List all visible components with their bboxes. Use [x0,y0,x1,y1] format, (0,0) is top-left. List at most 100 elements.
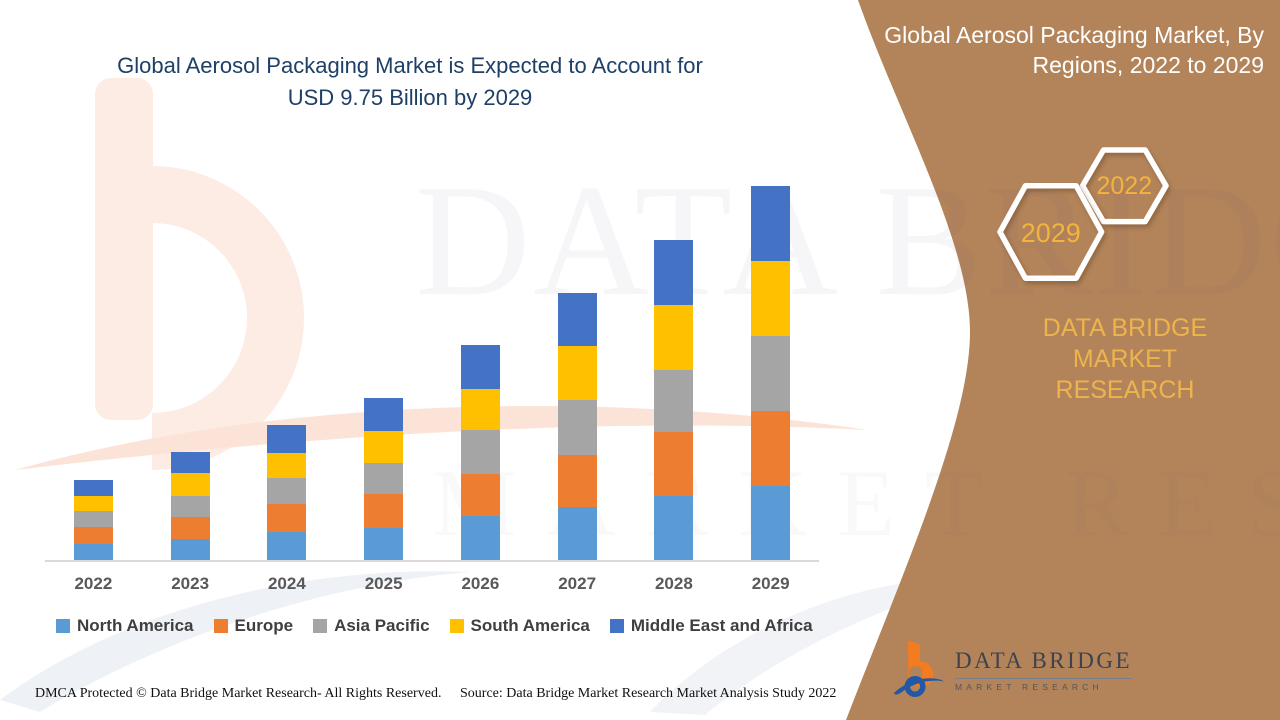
bar-segment-2023-europe [170,516,210,539]
bar-segment-2022-middle-east-and-africa [73,479,113,496]
bar-segment-2028-asia-pacific [654,369,694,433]
bar-column-2027 [529,176,626,560]
bar-segment-2022-asia-pacific [73,510,113,528]
stacked-bar-2029 [751,185,791,560]
legend-label: Europe [234,616,294,635]
stacked-bar-2028 [654,239,694,560]
brand-caption: DATA BRIDGE MARKET RESEARCH [1000,313,1250,406]
bar-segment-2023-north-america [170,538,210,560]
x-axis-label-2029: 2029 [751,574,790,593]
bar-column-2023 [142,176,239,560]
logo-wordmark: DATA BRIDGE MARKET RESEARCH [955,648,1133,692]
chart-legend: North America Europe Asia Pacific South Ame… [56,616,813,636]
stacked-bar-2024 [267,425,307,560]
data-bridge-logo: DATA BRIDGE MARKET RESEARCH [893,640,1133,702]
bar-segment-2027-europe [557,455,597,508]
legend-label: North America [77,616,194,635]
bar-segment-2028-europe [654,432,694,497]
logo-name: DATA BRIDGE [955,648,1133,673]
legend-item-north-america: North America [56,616,194,636]
bar-column-2026 [432,176,529,560]
source-note: Source: Data Bridge Market Research Mark… [460,686,837,701]
legend-swatch [56,619,70,633]
x-axis-label-2022: 2022 [74,574,113,593]
bar-segment-2025-north-america [364,528,404,560]
stacked-bar-2025 [364,398,404,560]
legend-swatch [213,619,228,633]
legend-label: Asia Pacific [334,616,430,635]
panel-title: Global Aerosol Packaging Market, By Regi… [884,22,1264,78]
x-axis-label-2027: 2027 [558,574,597,593]
logo-orange-b [907,641,934,687]
bar-column-2029 [722,176,819,560]
page-title: Global Aerosol Packaging Market is Expec… [55,50,765,114]
bar-segment-2023-asia-pacific [170,495,210,517]
legend-swatch [449,619,464,633]
stacked-bar-2026 [460,344,500,560]
bar-chart-plot-area [45,176,819,562]
bar-segment-2029-north-america [751,485,791,560]
hexagon-2022-label: 2022 [1096,172,1152,200]
legend-label: Middle East and Africa [630,616,813,635]
bar-segment-2024-middle-east-and-africa [267,425,307,453]
dmca-notice: DMCA Protected © Data Bridge Market Rese… [35,686,442,701]
legend-item-asia-pacific: Asia Pacific [313,616,430,636]
page-title-line2: USD 9.75 Billion by 2029 [287,85,533,110]
data-bridge-logo-icon [894,641,945,697]
bar-segment-2022-south-america [73,495,113,511]
bar-segment-2029-middle-east-and-africa [751,185,791,261]
x-axis-label-2024: 2024 [267,574,306,593]
bar-segment-2027-asia-pacific [557,399,597,456]
bar-segment-2027-north-america [557,507,597,560]
legend-swatch [609,619,624,633]
bar-segment-2028-north-america [654,496,694,560]
stacked-bar-2023 [170,452,210,560]
page-title-line1: Global Aerosol Packaging Market is Expec… [117,53,703,78]
bar-segment-2023-middle-east-and-africa [170,452,210,473]
x-axis-label-2028: 2028 [654,574,693,593]
logo-divider [955,678,1133,679]
bar-segment-2023-south-america [170,472,210,496]
stacked-bar-2022 [73,479,113,560]
legend-item-south-america: South America [449,616,590,636]
legend-swatch [313,619,328,633]
hexagon-2029-label: 2029 [1021,218,1081,248]
bar-segment-2026-north-america [460,515,500,560]
bar-segment-2029-europe [751,410,791,486]
bar-segment-2025-europe [364,493,404,529]
bar-segment-2025-asia-pacific [364,463,404,494]
x-axis-label-2025: 2025 [364,574,403,593]
bar-column-2024 [239,176,336,560]
bar-segment-2025-middle-east-and-africa [364,398,404,431]
bar-column-2025 [335,176,432,560]
bar-segment-2026-europe [460,473,500,516]
bar-segment-2024-south-america [267,452,307,478]
bar-segment-2022-europe [73,527,113,544]
bar-segment-2025-south-america [364,430,404,464]
brand-caption-line2: RESEARCH [1055,376,1195,404]
bar-segment-2026-asia-pacific [460,429,500,474]
legend-label: South America [470,616,590,635]
bar-segment-2027-south-america [557,345,597,400]
x-axis-label-2026: 2026 [461,574,500,593]
bar-segment-2022-north-america [73,543,113,560]
logo-tagline: MARKET RESEARCH [955,682,1103,692]
right-panel-shape [846,0,1280,720]
bar-segment-2024-north-america [267,532,307,560]
legend-item-europe: Europe [213,616,294,636]
bar-segment-2028-south-america [654,304,694,370]
bar-segment-2029-asia-pacific [751,335,791,411]
hexagon-2029 [997,183,1105,281]
brand-caption-line1: DATA BRIDGE MARKET [1042,314,1208,373]
bar-segment-2027-middle-east-and-africa [557,293,597,346]
bar-column-2028 [626,176,723,560]
bar-segment-2026-middle-east-and-africa [460,344,500,389]
bar-segment-2026-south-america [460,388,500,430]
x-axis-labels: 2022 2023 2024 2025 2026 2027 2028 2029 [45,574,819,594]
logo-blue-d [904,676,926,697]
bar-segment-2028-middle-east-and-africa [654,239,694,305]
legend-item-middle-east-and-africa: Middle East and Africa [609,616,813,636]
